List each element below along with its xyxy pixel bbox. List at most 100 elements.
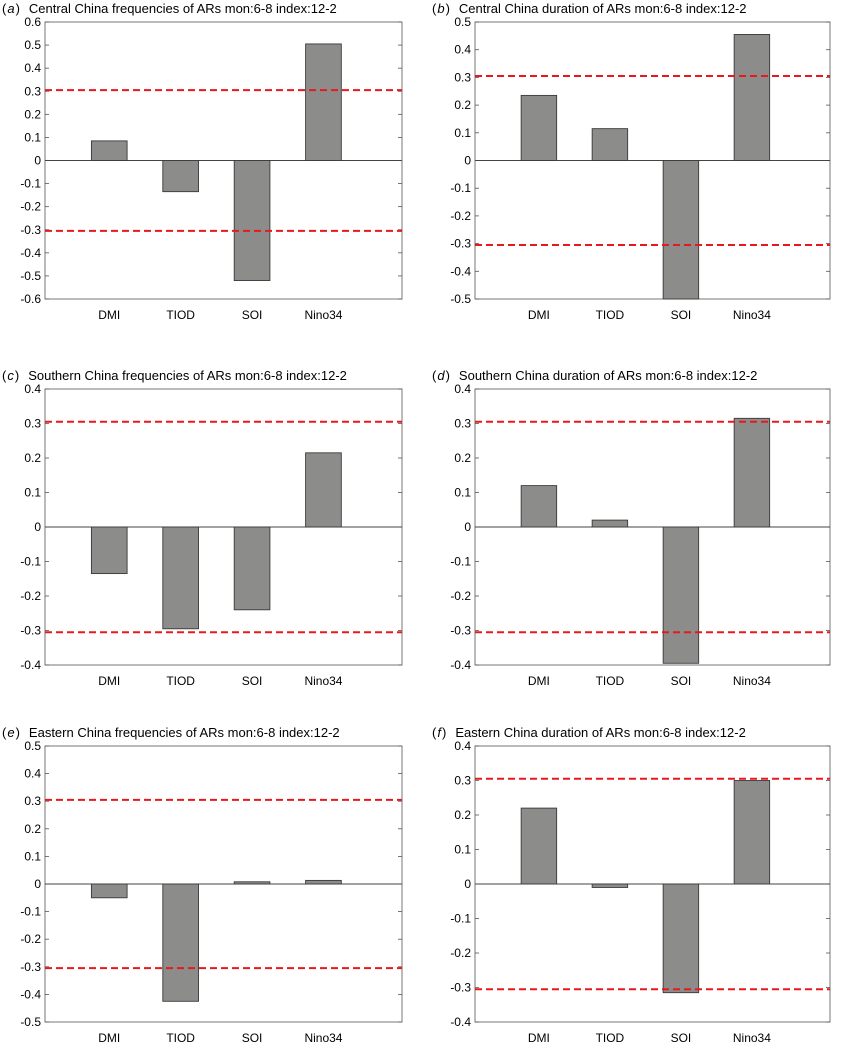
chart-c-ytick-label: -0.2 <box>20 589 41 603</box>
chart-e-ytick-label: -0.4 <box>20 987 41 1001</box>
chart-b-bar-nino34 <box>733 34 771 161</box>
chart-f-ytick-label: -0.3 <box>450 981 471 995</box>
chart-a-ytick-label: 0.4 <box>24 61 41 75</box>
chart-d-ytick-label: 0.1 <box>454 486 471 500</box>
chart-c-ytick-label: 0.2 <box>24 451 41 465</box>
chart-c-ytick-label: 0.4 <box>24 382 41 396</box>
chart-c-ytick-label: 0 <box>34 520 41 534</box>
chart-d-xtick-label-soi: SOI <box>671 674 692 688</box>
chart-d-xtick-label-tiod: TIOD <box>596 674 625 688</box>
chart-e-ytick-label: 0.3 <box>24 794 41 808</box>
chart-d-ytick-label: -0.1 <box>450 555 471 569</box>
chart-e-ytick-label: 0.2 <box>24 822 41 836</box>
chart-e-ytick-label: -0.5 <box>20 1015 41 1029</box>
chart-b-ytick-label: 0.1 <box>454 126 471 140</box>
chart-b-ytick-label: 0.2 <box>454 98 471 112</box>
chart-b-ytick-label: 0.4 <box>454 43 471 57</box>
chart-e-xtick-label-nino34: Nino34 <box>304 1031 342 1044</box>
chart-f-xtick-label-soi: SOI <box>671 1031 692 1044</box>
chart-a-ytick-label: 0 <box>34 154 41 168</box>
chart-d-ytick-label: 0 <box>464 520 471 534</box>
chart-c-bar-dmi <box>90 526 128 575</box>
chart-b-xtick-label-tiod: TIOD <box>596 308 625 322</box>
chart-d-bar-tiod <box>591 519 629 528</box>
chart-a-bar-tiod <box>162 160 199 193</box>
chart-e-xtick-label-soi: SOI <box>242 1031 263 1044</box>
chart-a-title: (a) Central China frequencies of ARs mon:… <box>2 1 337 16</box>
chart-e-ytick-label: 0.4 <box>24 767 41 781</box>
chart-a-ytick-label: 0.5 <box>24 38 41 52</box>
chart-f-ytick-label: -0.1 <box>450 912 471 926</box>
chart-a-bar-soi <box>233 160 271 281</box>
chart-e-panel: (e) Eastern China frequencies of ARs mon:… <box>2 725 403 1044</box>
chart-a-ytick-label: -0.6 <box>20 292 41 306</box>
chart-a-ytick-label: -0.2 <box>20 200 41 214</box>
chart-b-bar-dmi <box>520 94 558 161</box>
chart-c-bar-tiod <box>162 526 199 630</box>
chart-e-bar-dmi <box>90 883 128 899</box>
chart-f-xtick-label-tiod: TIOD <box>596 1031 625 1044</box>
chart-b-ytick-label: 0.5 <box>454 15 471 29</box>
chart-b-ytick-label: -0.1 <box>450 181 471 195</box>
chart-a-xtick-label-tiod: TIOD <box>166 308 195 322</box>
chart-c-ytick-label: -0.3 <box>20 624 41 638</box>
chart-e-bar-nino34 <box>305 879 342 885</box>
chart-c-xtick-label-nino34: Nino34 <box>304 674 342 688</box>
chart-a-ytick-label: -0.1 <box>20 177 41 191</box>
chart-a-ytick-label: -0.3 <box>20 223 41 237</box>
chart-b-xtick-label-nino34: Nino34 <box>733 308 771 322</box>
chart-d-title: (d) Southern China duration of ARs mon:6-… <box>432 368 757 383</box>
chart-c-bar-nino34 <box>305 452 342 528</box>
chart-a-ytick-label: 0.2 <box>24 107 41 121</box>
chart-d-bar-dmi <box>520 485 558 528</box>
chart-f-ytick-label: 0.3 <box>454 774 471 788</box>
chart-b-bar-tiod <box>591 128 629 161</box>
chart-e-ytick-label: 0 <box>34 877 41 891</box>
chart-e-title: (e) Eastern China frequencies of ARs mon:… <box>2 725 340 740</box>
chart-a-panel: (a) Central China frequencies of ARs mon:… <box>2 1 403 322</box>
chart-d-ytick-label: 0.3 <box>454 417 471 431</box>
chart-c-bar-soi <box>233 526 271 611</box>
chart-f-ytick-label: -0.2 <box>450 946 471 960</box>
chart-b-bar-soi <box>662 160 700 300</box>
chart-e-ytick-label: 0.5 <box>24 739 41 753</box>
chart-c-xtick-label-tiod: TIOD <box>166 674 195 688</box>
chart-e-xtick-label-tiod: TIOD <box>166 1031 195 1044</box>
chart-c-ytick-label: 0.3 <box>24 417 41 431</box>
chart-c-xtick-label-soi: SOI <box>242 674 263 688</box>
chart-c-panel: (c) Southern China frequencies of ARs mon… <box>2 368 403 688</box>
chart-c-title: (c) Southern China frequencies of ARs mon… <box>2 368 347 383</box>
chart-d-ytick-label: -0.2 <box>450 589 471 603</box>
chart-e-xtick-label-dmi: DMI <box>98 1031 120 1044</box>
chart-d-ytick-label: 0.4 <box>454 382 471 396</box>
chart-a-ytick-label: -0.5 <box>20 269 41 283</box>
chart-b-ytick-label: -0.4 <box>450 264 471 278</box>
chart-a-bar-dmi <box>90 140 128 161</box>
chart-f-bar-tiod <box>591 883 629 888</box>
chart-a-ytick-label: 0.3 <box>24 84 41 98</box>
chart-f-panel: (f) Eastern China duration of ARs mon:6-8… <box>432 725 831 1044</box>
chart-c-ytick-label: -0.4 <box>20 658 41 672</box>
chart-e-ytick-label: 0.1 <box>24 849 41 863</box>
chart-a-bar-nino34 <box>305 43 342 161</box>
chart-a-ytick-label: 0.6 <box>24 15 41 29</box>
chart-c-ytick-label: 0.1 <box>24 486 41 500</box>
chart-d-ytick-label: 0.2 <box>454 451 471 465</box>
chart-e-bar-tiod <box>162 883 199 1002</box>
chart-a-xtick-label-nino34: Nino34 <box>304 308 342 322</box>
chart-f-ytick-label: 0.4 <box>454 739 471 753</box>
chart-a-xtick-label-soi: SOI <box>242 308 263 322</box>
chart-f-ytick-label: -0.4 <box>450 1015 471 1029</box>
chart-b-ytick-label: -0.2 <box>450 209 471 223</box>
chart-e-bar-soi <box>233 881 271 885</box>
chart-f-ytick-label: 0.2 <box>454 808 471 822</box>
chart-b-xtick-label-dmi: DMI <box>528 308 550 322</box>
chart-d-ytick-label: -0.3 <box>450 624 471 638</box>
chart-e-ytick-label: -0.2 <box>20 932 41 946</box>
chart-b-ytick-label: -0.3 <box>450 237 471 251</box>
chart-a-ytick-label: 0.1 <box>24 130 41 144</box>
chart-f-xtick-label-nino34: Nino34 <box>733 1031 771 1044</box>
chart-d-bar-soi <box>662 526 700 664</box>
chart-d-ytick-label: -0.4 <box>450 658 471 672</box>
